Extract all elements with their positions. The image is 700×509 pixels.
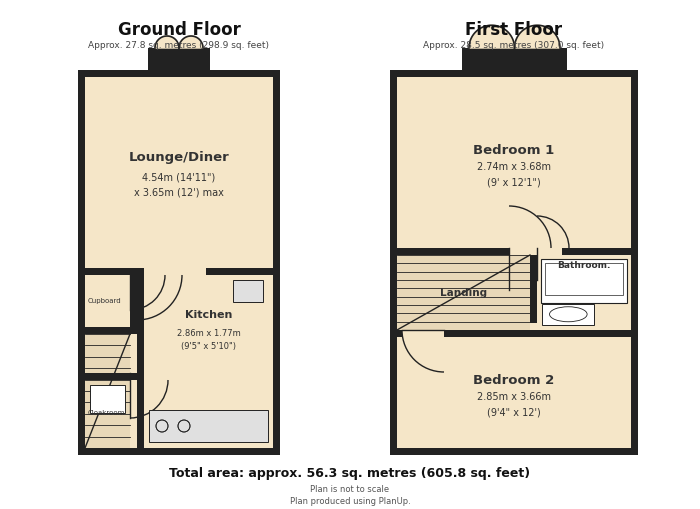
Bar bbox=[203, 48, 210, 70]
Bar bbox=[78, 70, 280, 77]
Text: Total area: approx. 56.3 sq. metres (605.8 sq. feet): Total area: approx. 56.3 sq. metres (605… bbox=[169, 467, 531, 480]
Bar bbox=[85, 327, 137, 334]
Text: (9'4" x 12'): (9'4" x 12') bbox=[487, 408, 541, 417]
Bar bbox=[397, 255, 530, 330]
Text: Kitchen: Kitchen bbox=[185, 310, 232, 320]
Ellipse shape bbox=[550, 307, 587, 322]
Polygon shape bbox=[514, 25, 560, 48]
Bar bbox=[85, 275, 137, 327]
Bar bbox=[402, 330, 444, 337]
Text: Lounge/Diner: Lounge/Diner bbox=[129, 151, 230, 164]
Bar bbox=[85, 373, 137, 380]
Bar bbox=[390, 448, 638, 455]
Bar bbox=[509, 248, 551, 255]
Text: Cloakroom: Cloakroom bbox=[88, 410, 125, 416]
Text: Approx. 28.5 sq. metres (307.0 sq. feet): Approx. 28.5 sq. metres (307.0 sq. feet) bbox=[424, 41, 605, 49]
Text: 2.86m x 1.77m: 2.86m x 1.77m bbox=[176, 328, 240, 337]
Polygon shape bbox=[469, 25, 514, 48]
Text: Bedroom 1: Bedroom 1 bbox=[473, 144, 554, 157]
Bar bbox=[545, 263, 623, 295]
Text: x 3.65m (12') max: x 3.65m (12') max bbox=[134, 187, 224, 197]
Text: Approx. 27.8 sq. metres (298.9 sq. feet): Approx. 27.8 sq. metres (298.9 sq. feet) bbox=[88, 41, 270, 49]
Text: (9' x 12'1"): (9' x 12'1") bbox=[487, 178, 541, 187]
Text: 2.85m x 3.66m: 2.85m x 3.66m bbox=[477, 392, 551, 403]
Text: 4.54m (14'11"): 4.54m (14'11") bbox=[142, 173, 216, 183]
Bar bbox=[144, 275, 273, 448]
Bar bbox=[537, 255, 631, 330]
Bar bbox=[541, 259, 627, 302]
Bar bbox=[130, 275, 137, 327]
Bar bbox=[397, 330, 631, 337]
Bar bbox=[390, 70, 397, 455]
Bar bbox=[149, 410, 268, 442]
Text: First Floor: First Floor bbox=[466, 21, 563, 39]
Bar bbox=[530, 255, 537, 323]
Bar bbox=[631, 70, 638, 455]
Polygon shape bbox=[179, 36, 203, 48]
Bar bbox=[78, 70, 280, 455]
Text: Bathroom.: Bathroom. bbox=[557, 261, 610, 269]
Text: (9'5" x 5'10"): (9'5" x 5'10") bbox=[181, 343, 236, 352]
Bar bbox=[78, 448, 280, 455]
Bar bbox=[542, 304, 594, 325]
Text: Plan produced using PlanUp.: Plan produced using PlanUp. bbox=[290, 496, 410, 505]
Bar bbox=[85, 268, 137, 275]
Bar bbox=[137, 268, 144, 448]
Bar bbox=[148, 48, 155, 70]
Bar bbox=[390, 70, 638, 455]
Text: Cupboard: Cupboard bbox=[88, 298, 122, 304]
Bar bbox=[560, 48, 567, 70]
Text: Ground Floor: Ground Floor bbox=[118, 21, 240, 39]
Bar bbox=[462, 48, 469, 70]
Bar bbox=[148, 48, 210, 77]
Text: Landing: Landing bbox=[440, 288, 487, 297]
Bar bbox=[233, 280, 263, 302]
Bar bbox=[273, 70, 280, 455]
Bar bbox=[85, 334, 130, 448]
Text: 2.74m x 3.68m: 2.74m x 3.68m bbox=[477, 162, 551, 173]
Bar bbox=[90, 385, 125, 413]
Polygon shape bbox=[155, 36, 179, 48]
Bar bbox=[462, 48, 567, 77]
Bar bbox=[397, 248, 631, 255]
Text: Bedroom 2: Bedroom 2 bbox=[473, 374, 554, 387]
Text: Plan is not to scale: Plan is not to scale bbox=[310, 486, 390, 495]
Bar bbox=[206, 268, 273, 275]
Bar bbox=[78, 70, 85, 455]
Bar bbox=[390, 70, 638, 77]
Bar bbox=[530, 248, 562, 255]
